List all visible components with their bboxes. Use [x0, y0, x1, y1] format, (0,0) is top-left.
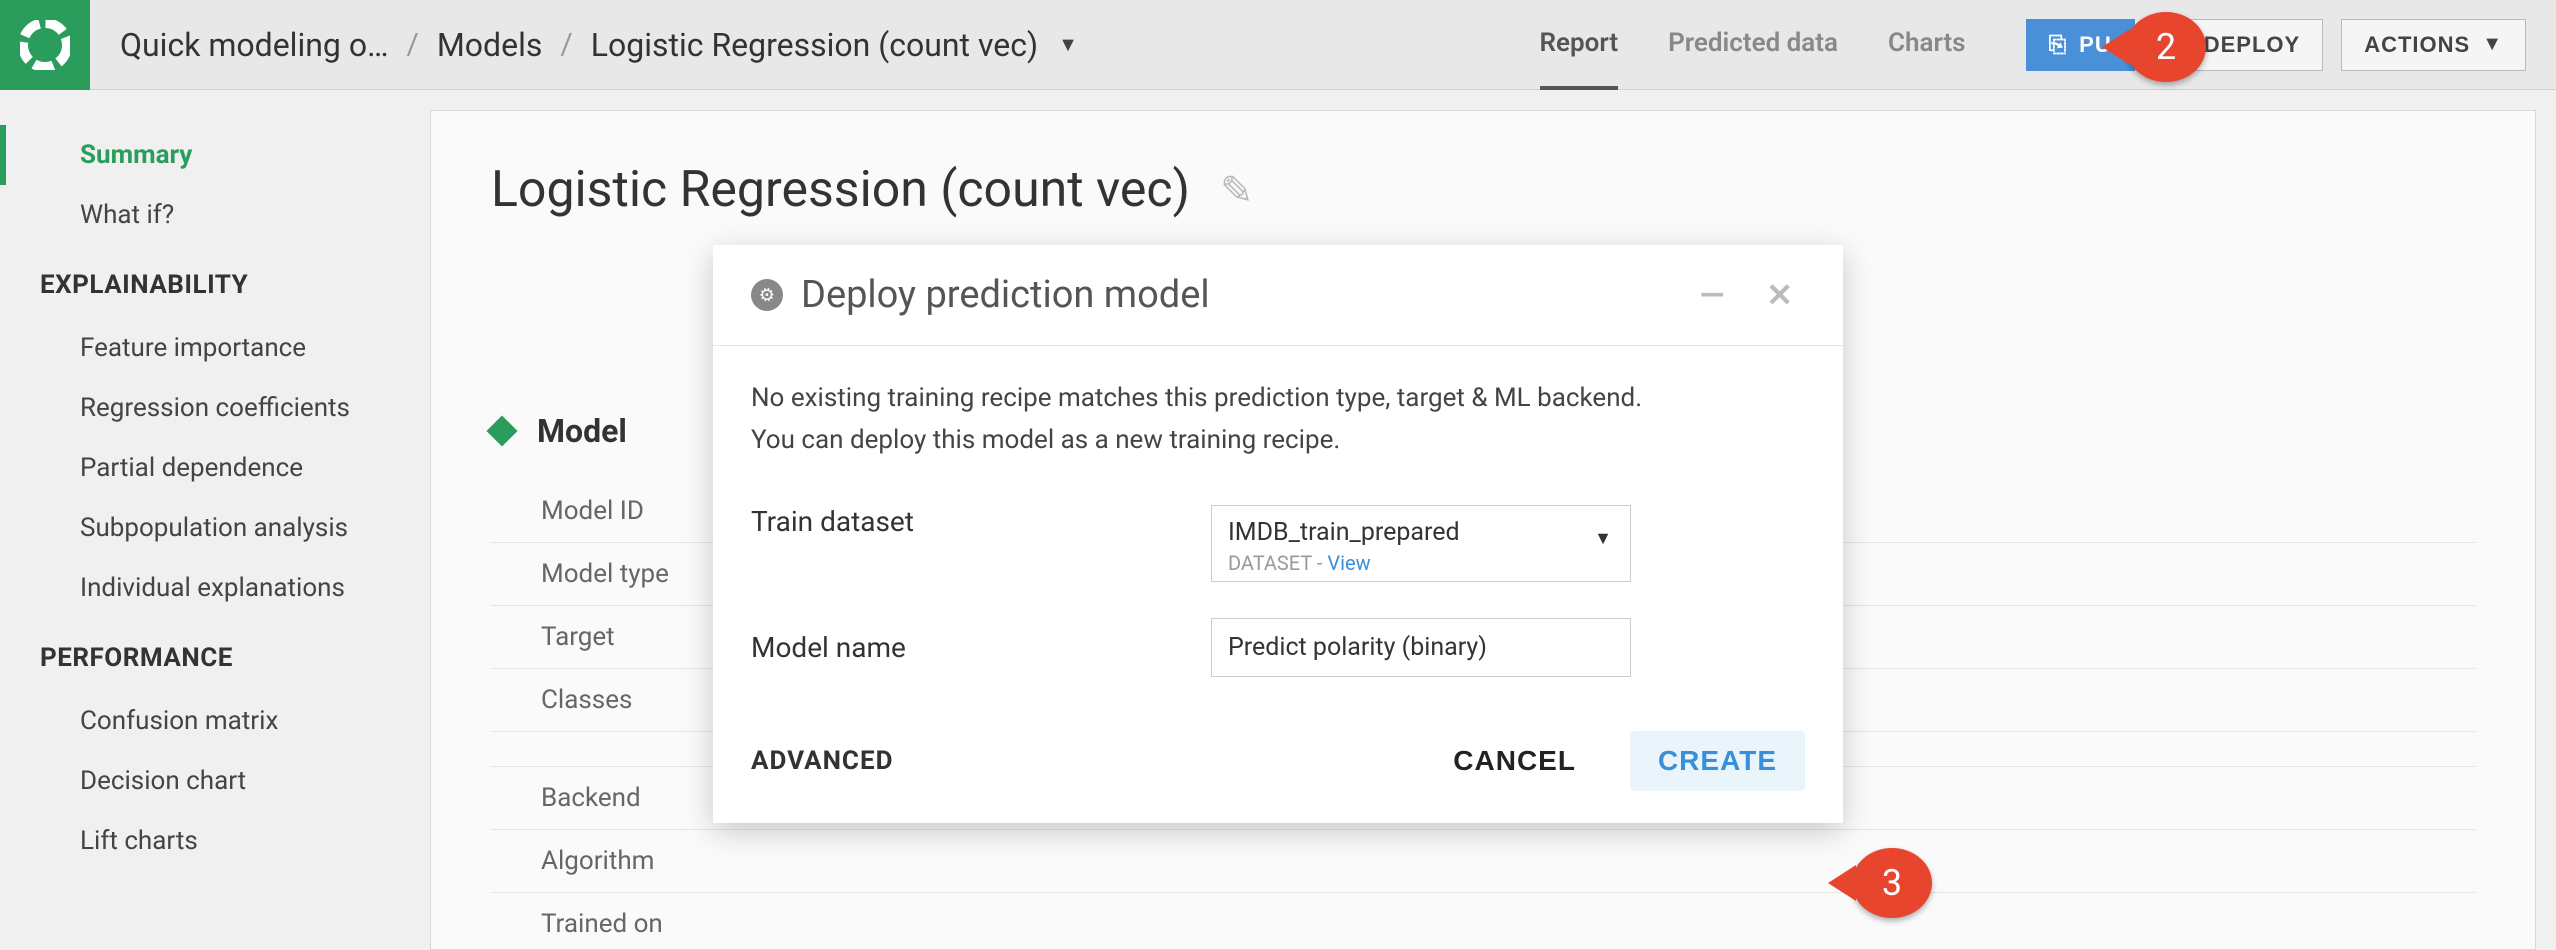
select-value: IMDB_train_prepared [1228, 518, 1614, 547]
create-button[interactable]: CREATE [1630, 731, 1805, 791]
modal-body: No existing training recipe matches this… [713, 346, 1843, 687]
modal-text-line2: You can deploy this model as a new train… [751, 420, 1805, 462]
annotation-balloon-3: 3 [1852, 848, 1932, 918]
select-subtext: DATASET - View [1228, 551, 1614, 575]
modal-text-line1: No existing training recipe matches this… [751, 378, 1805, 420]
minimize-icon[interactable]: — [1688, 276, 1736, 314]
modal-overlay: ⚙ Deploy prediction model — ✕ No existin… [0, 0, 2556, 950]
chevron-down-icon: ▼ [1594, 528, 1612, 549]
advanced-button[interactable]: ADVANCED [751, 746, 893, 776]
annotation-balloon-2: 2 [2126, 12, 2206, 82]
dataset-sub-prefix: DATASET - [1228, 551, 1327, 575]
deploy-icon: ⚙ [746, 274, 787, 315]
dataset-view-link[interactable]: View [1327, 551, 1370, 575]
close-icon[interactable]: ✕ [1754, 276, 1805, 314]
modal-header: ⚙ Deploy prediction model — ✕ [713, 245, 1843, 346]
cancel-button[interactable]: CANCEL [1425, 731, 1604, 791]
label-train-dataset: Train dataset [751, 505, 1211, 538]
label-model-name: Model name [751, 631, 1211, 664]
train-dataset-select[interactable]: IMDB_train_prepared DATASET - View ▼ [1211, 505, 1631, 582]
deploy-modal: ⚙ Deploy prediction model — ✕ No existin… [713, 245, 1843, 823]
modal-title: Deploy prediction model [801, 273, 1670, 317]
modal-footer: ADVANCED CANCEL CREATE [713, 707, 1843, 823]
model-name-input[interactable] [1211, 618, 1631, 677]
form-row-modelname: Model name [751, 618, 1805, 677]
form-row-dataset: Train dataset IMDB_train_prepared DATASE… [751, 505, 1805, 582]
